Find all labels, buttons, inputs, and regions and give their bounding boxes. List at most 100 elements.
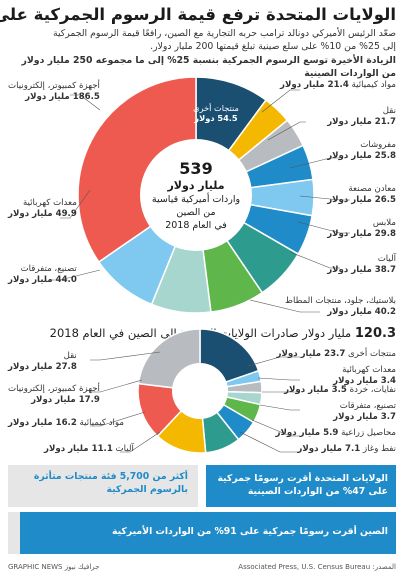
- exports-machinery-name: آليات: [115, 444, 134, 454]
- exports-label-transport: نقل 27.8 مليار دولار: [8, 351, 77, 372]
- source-credit: Associated Press, U.S. Census Bureau :ال…: [238, 563, 396, 571]
- exports-transport-name: نقل: [63, 351, 77, 361]
- exports-leader-line-0: [247, 356, 300, 367]
- imports-plastics-name: بلاستيك، جلود، منتجات المطاط: [285, 296, 396, 306]
- imports-label-computers: أجهزة كمبيوتر، إلكترونيات 186.5 مليار دول…: [8, 81, 100, 102]
- exports-leader-line-4: [251, 419, 300, 437]
- imports-leader-line-8: [60, 189, 91, 219]
- imports-label-clothing: ملابس 29.8 مليار دولار: [327, 218, 396, 239]
- exports-label-chemicals: مواد كيميائية 16.2 مليار دولار: [8, 418, 124, 429]
- exports-label-waste: نفايات، خردة 3.5 مليار دولار: [284, 385, 396, 396]
- imports-other-name: منتجات أخرى: [193, 103, 239, 113]
- imports-clothing-value: 29.8 مليار دولار: [327, 228, 396, 239]
- imports-leader-line-4: [297, 221, 350, 234]
- exports-leader-line-3: [259, 404, 300, 411]
- imports-total-desc-3: في العام 2018: [165, 220, 227, 231]
- info-box-china-tariffs-bg: الصين أقرت رسومًا جمركية على 91% من الوا…: [8, 512, 396, 554]
- imports-misc-name: تصنيع، متفرقات: [20, 264, 77, 274]
- exports-label-crops: محاصيل زراعية 5.9 مليار دولار: [276, 428, 396, 439]
- imports-leader-line-9: [70, 94, 101, 111]
- exports-label-oilgas: نفط وغاز 7.1 مليار دولار: [297, 444, 396, 455]
- exports-leader-line-6: [120, 431, 161, 453]
- graphic-news-credit: GRAPHIC NEWS جرافيك نيوز: [8, 563, 100, 571]
- info-box-china-tariffs: الصين أقرت رسومًا جمركية على 91% من الوا…: [20, 512, 396, 554]
- exports-label-other: منتجات أخرى 23.7 مليار دولار: [277, 349, 397, 360]
- exports-misc-name: تصنيع، متفرقات: [339, 401, 396, 411]
- imports-total-number: 539: [179, 159, 213, 178]
- imports-metals-value: 26.5 مليار دولار: [327, 194, 396, 205]
- imports-plastics-value: 40.2 مليار دولار: [327, 306, 396, 317]
- exports-waste-value: 3.5 مليار دولار: [284, 385, 347, 395]
- exports-waste-name: نفايات، خردة: [349, 385, 396, 395]
- imports-computers-value: 186.5 مليار دولار: [25, 91, 100, 102]
- exports-oilgas-name: نفط وغاز: [362, 444, 396, 454]
- exports-computers-value: 17.9 مليار دولار: [31, 394, 100, 405]
- exports-total-number: 120.3: [354, 326, 396, 341]
- imports-label-transport: نقل 21.7 مليار دولار: [327, 106, 396, 127]
- info-box-us-tariffs: الولايات المتحدة أقرت رسومًا جمركية على …: [206, 465, 396, 507]
- imports-leader-line-6: [249, 299, 320, 313]
- exports-other-name: منتجات أخرى: [348, 349, 396, 359]
- imports-leader-line-5: [289, 251, 340, 269]
- imports-label-furniture: مفروشات 25.8 مليار دولار: [327, 140, 396, 161]
- imports-other-value: 54.5 دولار: [194, 113, 238, 123]
- imports-total-desc-2: من الصين: [176, 207, 216, 218]
- subtitle-line-2: إلى 25% من 10% على سلع صينية تبلغ قيمتها…: [150, 41, 396, 52]
- imports-misc-value: 44.0 مليار دولار: [8, 274, 77, 285]
- exports-leader-line-9: [90, 351, 161, 361]
- exports-leader-line-8: [90, 379, 143, 393]
- imports-label-misc: تصنيع، متفرقات 44.0 مليار دولار: [8, 264, 77, 285]
- imports-leader-line-3: [299, 195, 350, 201]
- imports-furniture-value: 25.8 مليار دولار: [327, 150, 396, 161]
- imports-label-other: منتجات أخرى 54.5 دولار: [188, 103, 244, 123]
- exports-label-misc: تصنيع، متفرقات 3.7 مليار دولار: [333, 401, 396, 422]
- imports-transport-name: نقل: [382, 106, 396, 116]
- imports-machinery-name: آليات: [377, 254, 396, 264]
- imports-chemicals-value: 21.4 مليار دولار: [280, 80, 349, 90]
- imports-chemicals-name: مواد كيميائية: [351, 80, 396, 90]
- exports-transport-value: 27.8 مليار دولار: [8, 361, 77, 372]
- exports-pie-center: [172, 363, 228, 419]
- imports-electrical-name: معدات كهربائية: [22, 198, 77, 208]
- imports-metals-name: معادن مصنعة: [348, 184, 396, 194]
- subtitle-line-1: صعّد الرئيس الأميركي دونالد ترامب حربه ا…: [53, 28, 396, 39]
- exports-crops-name: محاصيل زراعية: [341, 428, 396, 438]
- imports-label-electrical: معدات كهربائية 49.9 مليار دولار: [8, 198, 77, 219]
- imports-label-machinery: آليات 38.7 مليار دولار: [327, 254, 396, 275]
- exports-chemicals-value: 16.2 مليار دولار: [8, 418, 77, 428]
- exports-machinery-value: 11.1 مليار دولار: [44, 444, 113, 454]
- exports-crops-value: 5.9 مليار دولار: [275, 428, 339, 438]
- exports-computers-name: أجهزة كمبيوتر، إلكترونيات: [8, 384, 100, 394]
- imports-computers-name: أجهزة كمبيوتر، إلكترونيات: [8, 81, 100, 91]
- imports-pie-chart: [50, 76, 350, 314]
- imports-electrical-value: 49.9 مليار دولار: [8, 208, 77, 219]
- imports-label-metals: معادن مصنعة 26.5 مليار دولار: [327, 184, 396, 205]
- exports-misc-value: 3.7 مليار دولار: [333, 411, 396, 422]
- imports-leader-line-1: [267, 121, 306, 141]
- imports-label-plastics: بلاستيك، جلود، منتجات المطاط 40.2 مليار د…: [285, 296, 396, 317]
- exports-chemicals-name: مواد كيميائية: [79, 418, 124, 428]
- imports-total-desc-1: واردات أميركية قياسية: [151, 194, 241, 205]
- imports-label-chemicals: مواد كيميائية 21.4 مليار دولار: [280, 80, 396, 91]
- imports-total-unit: مليار دولار: [167, 179, 225, 192]
- exports-label-electrical: معدات كهربائية 3.4 مليار دولار: [333, 365, 396, 386]
- imports-furniture-name: مفروشات: [360, 140, 396, 150]
- exports-electrical-value: 3.4 مليار دولار: [333, 375, 396, 386]
- imports-leader-line-0: [261, 89, 300, 113]
- imports-transport-value: 21.7 مليار دولار: [327, 116, 396, 127]
- exports-other-value: 23.7 مليار دولار: [276, 349, 346, 359]
- exports-label-machinery: آليات 11.1 مليار دولار: [44, 444, 134, 455]
- exports-label-computers: أجهزة كمبيوتر، إلكترونيات 17.9 مليار دولا…: [8, 384, 100, 405]
- exports-leader-line-1: [257, 377, 300, 381]
- exports-leader-line-7: [90, 411, 146, 427]
- imports-leader-line-7: [50, 269, 101, 281]
- imports-pie-center: [140, 139, 252, 251]
- subtitle-line-3: الزيادة الأخيرة توسع الرسوم الجمركية بنس…: [21, 55, 396, 79]
- exports-electrical-name: معدات كهربائية: [342, 365, 396, 375]
- imports-machinery-value: 38.7 مليار دولار: [327, 264, 396, 275]
- info-box-categories: أكثر من 5,700 فئة منتجات متأثرة بالرسوم …: [8, 465, 198, 507]
- exports-oilgas-value: 7.1 مليار دولار: [297, 444, 361, 454]
- imports-clothing-name: ملابس: [372, 218, 396, 228]
- page-title: الولايات المتحدة ترفع قيمة الرسوم الجمرك…: [0, 5, 396, 24]
